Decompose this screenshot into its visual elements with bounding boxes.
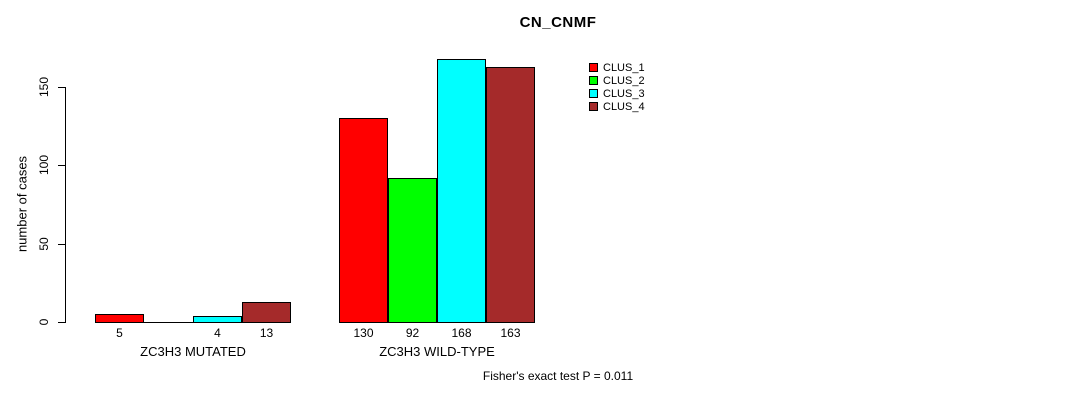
chart-title: CN_CNMF: [519, 14, 597, 31]
bar-clus_1: [339, 118, 388, 323]
legend-label: CLUS_1: [603, 61, 645, 74]
legend-label: CLUS_3: [603, 87, 645, 100]
bar-clus_3: [193, 316, 242, 323]
bar-value-label: 130: [353, 326, 374, 340]
bar-value-label: 5: [116, 326, 123, 340]
y-axis-line: [65, 86, 66, 323]
legend-item: CLUS_3: [589, 87, 645, 100]
legend-item: CLUS_4: [589, 100, 645, 113]
y-tick-label: 0: [37, 318, 51, 326]
bar-clus_1: [95, 314, 144, 323]
y-axis-tick: [58, 322, 65, 323]
y-tick-label: 50: [37, 237, 51, 251]
legend-label: CLUS_2: [603, 74, 645, 87]
y-axis-tick: [58, 87, 65, 88]
y-axis-label: number of cases: [14, 155, 30, 253]
y-axis-tick: [58, 165, 65, 166]
x-group-label: ZC3H3 WILD-TYPE: [379, 344, 495, 359]
bar-value-label: 13: [259, 326, 274, 340]
bar-clus_2: [388, 178, 437, 323]
legend-swatch-icon: [589, 63, 598, 72]
legend-swatch-icon: [589, 76, 598, 85]
x-group-label: ZC3H3 MUTATED: [140, 344, 246, 359]
legend-swatch-icon: [589, 89, 598, 98]
y-tick-label: 100: [37, 154, 51, 176]
annotation-text: Fisher's exact test P = 0.011: [482, 369, 634, 383]
bar-value-label: 4: [214, 326, 221, 340]
bar-value-label: 92: [405, 326, 420, 340]
legend-label: CLUS_4: [603, 100, 645, 113]
bar-clus_3: [437, 59, 486, 323]
legend-item: CLUS_1: [589, 61, 645, 74]
bar-clus_4: [242, 302, 291, 323]
bar-clus_4: [486, 67, 535, 323]
bar-value-label: 163: [500, 326, 521, 340]
y-tick-label: 150: [37, 76, 51, 98]
y-axis-tick: [58, 244, 65, 245]
legend-swatch-icon: [589, 102, 598, 111]
bar-value-label: 168: [451, 326, 472, 340]
legend-item: CLUS_2: [589, 74, 645, 87]
legend: CLUS_1 CLUS_2 CLUS_3 CLUS_4: [589, 61, 645, 113]
